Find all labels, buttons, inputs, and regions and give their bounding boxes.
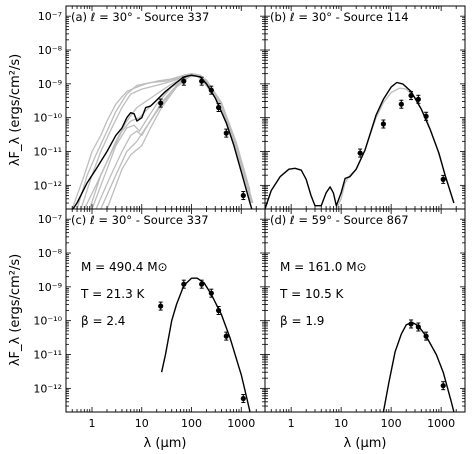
panel-c-title: (c) ℓ = 30° - Source 337: [71, 213, 209, 227]
panel-c-data-point-1: [181, 281, 187, 287]
panel-a-plot: [71, 73, 254, 209]
panel-c-data-point-4: [215, 307, 222, 314]
panel-c-frame: [65, 208, 266, 413]
panel-d-frame: [264, 208, 466, 413]
panel-d-data-point-1: [415, 324, 421, 330]
panel-d-data-point-2: [423, 333, 429, 339]
panel-d-x-tick-label-2: 100: [381, 417, 402, 430]
panel-b-data-point-3: [408, 92, 414, 99]
panel-a: (a) ℓ = 30° - Source 337 10⁻¹² 10⁻¹¹ 10⁻¹⁰ 1…: [33, 5, 266, 210]
panel-a-data-point-2: [199, 78, 205, 84]
panel-c-y-tick-label-3: 10⁻⁹: [38, 281, 62, 294]
panel-c-param-mass: M = 490.4 M⊙: [81, 260, 168, 274]
panel-b-data-point-2: [398, 101, 404, 107]
panel-b-data-point-5: [423, 113, 429, 119]
panel-d-best-fit-line: [382, 321, 455, 412]
panel-b-data-point-0: [357, 150, 363, 156]
panel-a-y-tick-label-5: 10⁻⁷: [38, 10, 62, 23]
panel-b-frame: [264, 5, 466, 210]
panel-b-alt-fit-0: [335, 87, 455, 209]
panel-c-x-tick-label-2: 100: [181, 417, 202, 430]
panel-a-y-tick-label-0: 10⁻¹²: [33, 179, 62, 192]
panel-a-y-tick-label-4: 10⁻⁸: [38, 44, 63, 57]
panel-b-data-point-4: [415, 96, 421, 102]
x-axis-label-right: λ (μm): [344, 436, 387, 451]
panel-a-data-point-3: [208, 87, 214, 93]
panel-c-data-point-6: [240, 395, 246, 402]
panel-a-y-tick-label-2: 10⁻¹⁰: [33, 112, 62, 125]
panel-c-x-tick-label-1: 10: [135, 417, 149, 430]
panel-d-data-point-0: [408, 321, 414, 327]
panel-c-data-point-2: [199, 281, 205, 287]
panel-d-param-temp: T = 10.5 K: [279, 287, 345, 301]
panel-a-alt-fit-8: [106, 74, 251, 209]
panel-d-title: (d) ℓ = 59° - Source 867: [270, 213, 409, 227]
panel-c-data-point-5: [223, 333, 229, 339]
panel-b-title: (b) ℓ = 30° - Source 114: [270, 10, 409, 24]
y-axis-label-bottom: λF_λ (ergs/cm²/s): [8, 254, 23, 366]
panel-d-data-point-3: [440, 383, 446, 389]
y-axis-label-top: λF_λ (ergs/cm²/s): [8, 54, 23, 166]
panel-a-y-tick-label-1: 10⁻¹¹: [33, 146, 62, 159]
panel-a-alt-fit-2: [80, 74, 251, 209]
panel-c-y-tick-label-1: 10⁻¹¹: [33, 349, 62, 362]
panel-d-param-beta: β = 1.9: [280, 314, 324, 328]
panel-a-data-point-1: [181, 78, 187, 84]
panel-c-param-temp: T = 21.3 K: [80, 287, 146, 301]
panel-c-best-fit-line: [160, 277, 251, 412]
panel-d-x-tick-label-0: 1: [288, 417, 295, 430]
panel-c-y-tick-label-4: 10⁻⁸: [38, 247, 63, 260]
panel-c-y-tick-label-2: 10⁻¹⁰: [33, 315, 62, 328]
panel-d-param-mass: M = 161.0 M⊙: [280, 260, 367, 274]
panel-a-frame: [65, 5, 266, 210]
panel-a-data-point-6: [240, 192, 246, 199]
panel-d-x-tick-label-1: 10: [334, 417, 348, 430]
panel-d: (d) ℓ = 59° - Source 867 M = 161.0 M⊙ T = …: [264, 208, 466, 430]
panel-a-alt-fit-7: [100, 73, 248, 209]
panel-b-data-point-1: [380, 121, 386, 127]
x-axis-label-left: λ (μm): [144, 436, 187, 451]
panel-a-best-fit-line: [72, 74, 253, 209]
panel-d-x-tick-label-3: 1000: [427, 417, 455, 430]
panel-c-y-tick-label-5: 10⁻⁷: [38, 213, 62, 226]
panel-b-best-fit-line: [265, 81, 455, 209]
panel-b-plot: [265, 81, 455, 209]
panel-c-x-tick-label-3: 1000: [227, 417, 255, 430]
panel-b-data-point-6: [440, 176, 446, 182]
panel-a-data-point-5: [223, 130, 229, 136]
panel-a-alt-fit-6: [95, 75, 250, 209]
panel-d-plot: [382, 319, 455, 412]
panel-a-y-tick-label-3: 10⁻⁹: [38, 78, 62, 91]
panel-a-data-point-0: [158, 100, 164, 106]
panel-c-y-tick-label-0: 10⁻¹²: [33, 382, 62, 395]
panel-c-data-point-3: [208, 290, 214, 296]
panel-c-plot: [158, 277, 251, 412]
panel-c-param-beta: β = 2.4: [81, 314, 125, 328]
panel-c-data-point-0: [158, 303, 164, 309]
panel-b: (b) ℓ = 30° - Source 114: [264, 5, 466, 210]
panel-a-data-point-4: [215, 104, 222, 111]
panel-c: (c) ℓ = 30° - Source 337 M = 490.4 M⊙ T = …: [33, 208, 266, 430]
panel-c-x-tick-label-0: 1: [89, 417, 96, 430]
panel-a-title: (a) ℓ = 30° - Source 337: [71, 10, 209, 24]
